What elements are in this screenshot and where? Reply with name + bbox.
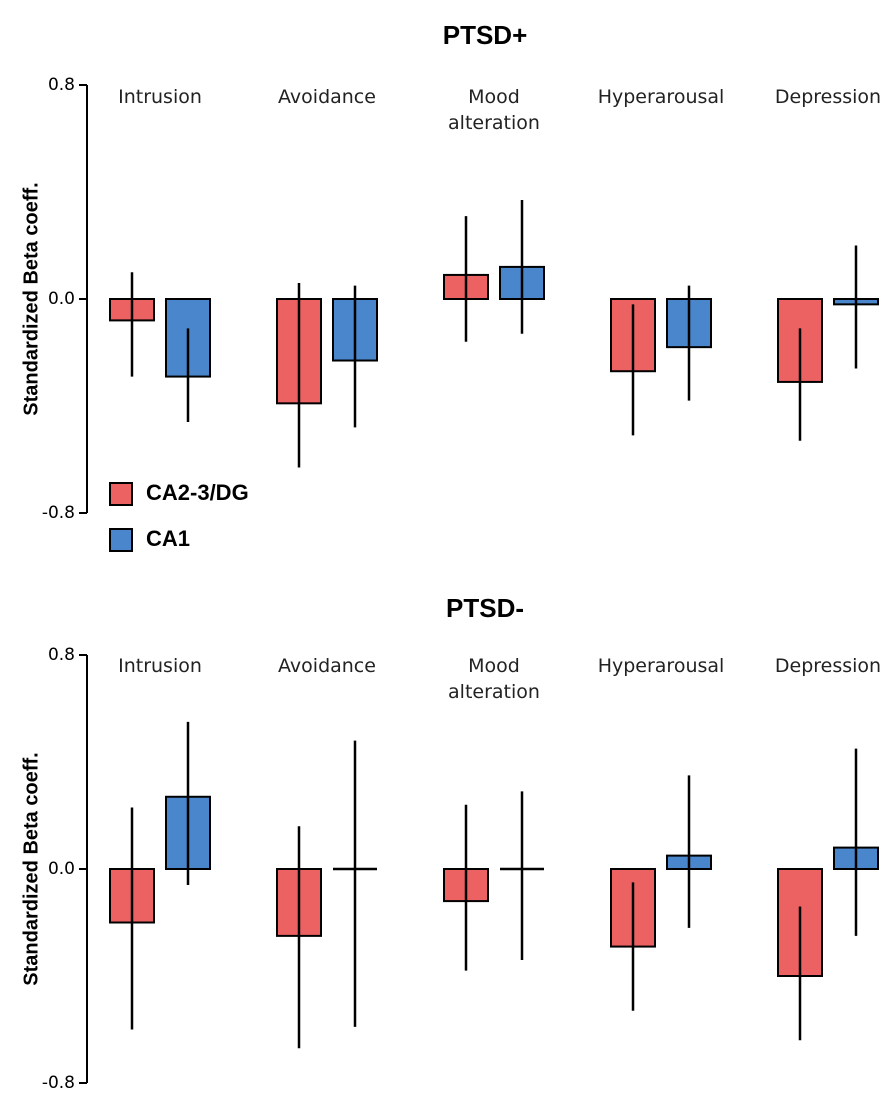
category-label: Depression [775,86,881,108]
legend-swatch [109,482,133,506]
legend-label: CA2-3/DG [146,480,249,505]
category-label: Hyperarousal [598,655,725,677]
legend-label: CA1 [146,526,190,551]
category-label: Mood alteration [448,655,540,703]
category-label: Depression [775,655,881,677]
category-label: Avoidance [278,655,376,677]
y-tick-label: 0.0 [48,289,75,309]
category-label: Mood alteration [448,86,540,134]
y-axis-label: Standardized Beta coeff. [20,182,42,415]
y-tick-label: 0.0 [48,859,75,879]
chart-title: PTSD- [446,593,524,623]
category-label: Avoidance [278,86,376,108]
chart-panel-1: PTSD+ Standardized Beta coeff. 0.8 0.0 -0.8 I… [20,20,881,523]
legend-swatch [109,528,133,552]
y-tick-label: 0.8 [48,645,75,665]
chart-panel-2: PTSD- Standardized Beta coeff. 0.8 0.0 -0.8 I… [20,593,881,1093]
category-label: Intrusion [118,86,202,108]
y-axis-label: Standardized Beta coeff. [20,752,42,985]
category-label: Intrusion [118,655,202,677]
chart-title: PTSD+ [443,20,528,50]
legend: CA2-3/DG CA1 [109,480,249,552]
y-tick-label: -0.8 [42,503,75,523]
y-tick-label: 0.8 [48,75,75,95]
y-tick-label: -0.8 [42,1073,75,1093]
category-label: Hyperarousal [598,86,725,108]
